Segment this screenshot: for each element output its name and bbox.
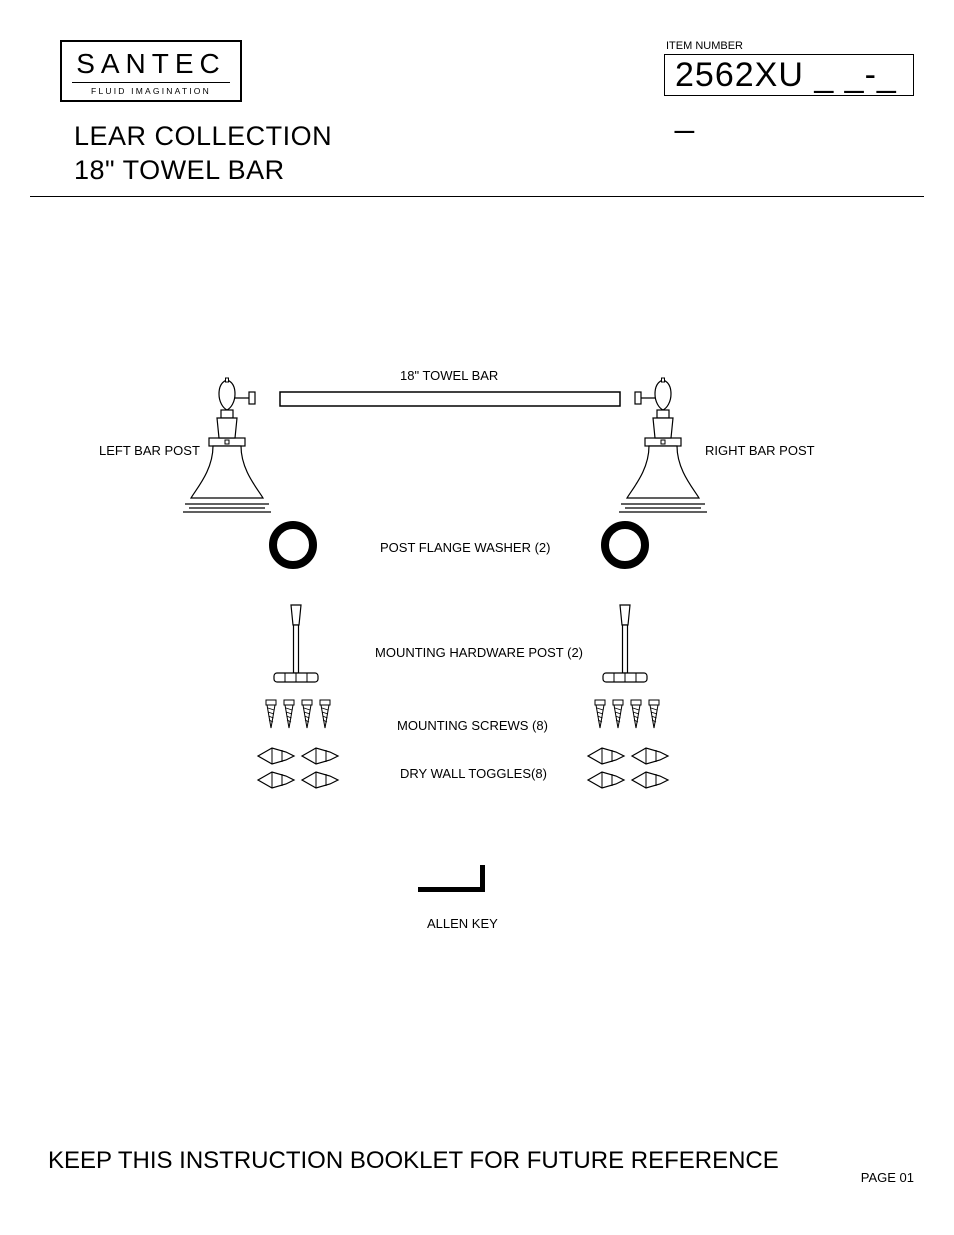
right-post-label: RIGHT BAR POST — [705, 443, 815, 458]
mounting-screws-label: MOUNTING SCREWS (8) — [397, 718, 548, 733]
logo-box: SANTEC FLUID IMAGINATION — [60, 40, 242, 102]
screws-right-icon — [595, 700, 659, 728]
left-post-label: LEFT BAR POST — [99, 443, 200, 458]
mounting-post-label: MOUNTING HARDWARE POST (2) — [375, 645, 583, 660]
towel-bar-icon — [280, 392, 620, 406]
mounting-post-left-icon — [274, 605, 318, 682]
screws-left-icon — [266, 700, 330, 728]
drywall-toggles-label: DRY WALL TOGGLES(8) — [400, 766, 547, 781]
allen-key-icon — [418, 865, 485, 892]
item-number-label: ITEM NUMBER — [666, 40, 914, 52]
toggles-right-icon — [588, 748, 668, 788]
flange-washer-left-icon — [273, 525, 313, 565]
page-number: PAGE 01 — [861, 1170, 914, 1185]
item-number-value: 2562XU _ _-_ _ — [664, 54, 914, 96]
header-divider — [30, 196, 924, 197]
logo-tagline: FLUID IMAGINATION — [72, 82, 230, 96]
right-bar-post-icon — [619, 378, 707, 512]
title-line1: LEAR COLLECTION — [74, 120, 914, 154]
item-number-block: ITEM NUMBER 2562XU _ _-_ _ — [664, 40, 914, 96]
flange-washer-label: POST FLANGE WASHER (2) — [380, 540, 550, 555]
towel-bar-label: 18" TOWEL BAR — [400, 368, 498, 383]
flange-washer-right-icon — [605, 525, 645, 565]
title-line2: 18" TOWEL BAR — [74, 154, 914, 188]
parts-diagram: 18" TOWEL BAR LEFT BAR POST RIGHT BAR PO… — [0, 350, 954, 950]
footer-text: KEEP THIS INSTRUCTION BOOKLET FOR FUTURE… — [48, 1147, 954, 1175]
footer: KEEP THIS INSTRUCTION BOOKLET FOR FUTURE… — [0, 1147, 954, 1175]
title-block: LEAR COLLECTION 18" TOWEL BAR — [74, 120, 914, 188]
logo-main: SANTEC — [72, 48, 230, 80]
mounting-post-right-icon — [603, 605, 647, 682]
allen-key-label: ALLEN KEY — [427, 916, 498, 931]
toggles-left-icon — [258, 748, 338, 788]
header: SANTEC FLUID IMAGINATION ITEM NUMBER 256… — [0, 0, 954, 188]
